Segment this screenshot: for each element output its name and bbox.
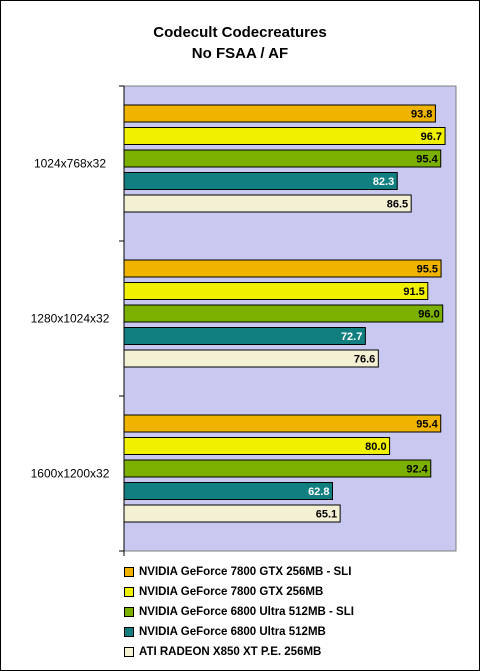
legend-item: ATI RADEON X850 XT P.E. 256MB <box>124 642 354 662</box>
bar <box>123 437 391 455</box>
category-label: 1024x768x32 <box>34 157 106 171</box>
data-label: 96.0 <box>418 309 439 321</box>
bar <box>123 127 446 145</box>
bar <box>123 259 442 278</box>
legend-label: NVIDIA GeForce 6800 Ultra 512MB - SLI <box>139 606 354 618</box>
legend-swatch <box>124 627 134 637</box>
bar <box>123 194 412 213</box>
data-label: 95.5 <box>417 264 438 276</box>
bar <box>123 482 333 500</box>
bar <box>123 414 442 433</box>
category-label: 1280x1024x32 <box>31 312 110 326</box>
bar-chart: 1024x768x32 93.8 96.7 95.4 82.3 86.5 1280x1024… <box>31 85 457 556</box>
data-label: 92.4 <box>406 464 428 476</box>
bar <box>123 327 366 345</box>
data-label: 65.1 <box>316 509 337 521</box>
data-label: 82.3 <box>373 176 394 188</box>
chart-subtitle: No FSAA / AF <box>191 45 289 62</box>
data-label: 86.5 <box>387 199 408 211</box>
legend-item: NVIDIA GeForce 7800 GTX 256MB <box>124 582 354 602</box>
legend-swatch <box>124 587 134 597</box>
data-label: 76.6 <box>354 354 375 366</box>
data-label: 95.4 <box>416 419 438 431</box>
legend-label: NVIDIA GeForce 7800 GTX 256MB - SLI <box>139 566 352 578</box>
legend-item: NVIDIA GeForce 6800 Ultra 512MB - SLI <box>124 602 354 622</box>
legend-item: NVIDIA GeForce 6800 Ultra 512MB <box>124 622 354 642</box>
data-label: 80.0 <box>365 441 386 453</box>
legend-swatch <box>124 647 134 657</box>
bar <box>123 504 341 523</box>
category-label: 1600x1200x32 <box>31 467 110 481</box>
bar <box>123 349 379 368</box>
bar <box>123 282 429 300</box>
legend-label: ATI RADEON X850 XT P.E. 256MB <box>139 646 322 658</box>
legend-label: NVIDIA GeForce 7800 GTX 256MB <box>139 586 324 598</box>
bar <box>123 459 432 478</box>
legend-swatch <box>124 607 134 617</box>
chart-legend: NVIDIA GeForce 7800 GTX 256MB - SLI NVID… <box>124 562 354 662</box>
chart-title: Codecult Codecreatures <box>153 24 327 41</box>
data-label: 72.7 <box>341 331 362 343</box>
bar <box>123 172 398 190</box>
data-label: 95.4 <box>416 154 438 166</box>
bar <box>123 304 444 323</box>
legend-label: NVIDIA GeForce 6800 Ultra 512MB <box>139 626 326 638</box>
legend-item: NVIDIA GeForce 7800 GTX 256MB - SLI <box>124 562 354 582</box>
bar <box>123 149 442 168</box>
data-label: 96.7 <box>421 131 442 143</box>
data-label: 93.8 <box>411 109 432 121</box>
legend-swatch <box>124 567 134 577</box>
data-label: 91.5 <box>403 286 424 298</box>
data-label: 62.8 <box>308 486 329 498</box>
bar <box>123 104 436 123</box>
